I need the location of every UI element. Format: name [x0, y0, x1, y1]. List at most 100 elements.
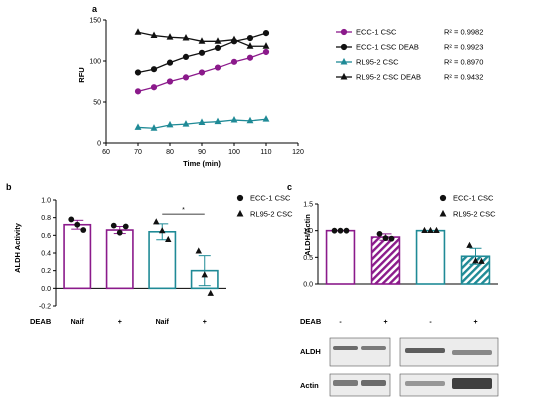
data-point [182, 74, 190, 81]
legend-r2: R² = 0.9982 [444, 28, 483, 37]
legend-label: ECC-1 CSC [250, 194, 291, 203]
replicate-point [110, 222, 117, 229]
data-point [198, 69, 206, 76]
y-tick-label: 0.8 [41, 215, 51, 222]
category-label: + [203, 319, 207, 326]
y-tick-label: 0.2 [41, 268, 51, 275]
data-point [214, 44, 222, 51]
y-tick-label: 0.0 [41, 286, 51, 293]
legend-r2: R² = 0.9432 [444, 73, 483, 82]
blot-band [452, 350, 492, 355]
data-point [198, 118, 206, 125]
data-point [134, 123, 142, 130]
blot-band [452, 378, 492, 389]
blot-label-aldh: ALDH [300, 347, 321, 356]
replicate-point [153, 218, 160, 225]
legend-marker [439, 194, 447, 202]
data-point [262, 115, 270, 122]
replicate-point [337, 227, 344, 234]
replicate-point [376, 230, 383, 237]
blot-band [405, 381, 445, 386]
replicate-point [388, 235, 395, 242]
panel-c-deab-label: DEAB [300, 317, 322, 326]
y-tick-label: 0.6 [41, 233, 51, 240]
replicate-point [74, 221, 81, 228]
y-tick-label: 1.0 [41, 198, 51, 205]
category-label: + [383, 319, 387, 326]
legend-marker [340, 72, 348, 80]
data-point [166, 59, 174, 66]
legend-label: RL95-2 CSC [250, 210, 293, 219]
panel-c-label: c [287, 182, 292, 192]
bar [105, 229, 134, 290]
legend-label: RL95-2 CSC DEAB [356, 73, 421, 82]
data-point [230, 35, 238, 43]
bar [148, 231, 177, 290]
panel-c: c ALDH/Actin DEAB 0.0 0.5 1.0 1.5 - + - + ECC-… [287, 182, 499, 397]
data-point [166, 33, 174, 40]
panel-b-ylabel: ALDH Activity [13, 222, 22, 273]
panel-a-legend: ECC-1 CSC R² = 0.9982 ECC-1 CSC DEAB R² = 0… [336, 28, 483, 82]
y-tick-label: 0.5 [303, 255, 313, 262]
legend-marker [439, 209, 447, 217]
data-point [230, 115, 238, 123]
legend-marker [340, 28, 348, 36]
panel-b-deab-label: DEAB [30, 317, 52, 326]
data-point [214, 37, 222, 44]
replicate-point [478, 257, 485, 264]
y-tick-label: 0.0 [303, 282, 313, 289]
western-blot: ALDH Actin [300, 337, 499, 397]
bar [63, 223, 92, 290]
replicate-point [472, 257, 479, 264]
replicate-point [382, 235, 389, 242]
x-tick-label: 110 [260, 149, 271, 156]
data-point [182, 53, 190, 61]
y-tick-label: 100 [89, 59, 101, 66]
replicate-point [207, 289, 214, 296]
x-tick-label: 60 [102, 149, 110, 156]
legend-marker [236, 209, 244, 217]
replicate-point [68, 216, 75, 223]
panel-b: b ALDH Activity DEAB -0.2 0.0 0.2 0.4 0.6 0.8… [6, 182, 293, 326]
legend-label: RL95-2 CSC [356, 58, 399, 67]
panel-b-marks: Naif + Naif + * [63, 207, 219, 326]
legend-label: ECC-1 CSC DEAB [356, 43, 419, 52]
x-tick-label: 100 [228, 149, 240, 156]
y-tick-label: 50 [93, 100, 101, 107]
replicate-point [165, 235, 172, 243]
replicate-point [331, 227, 338, 234]
category-label: - [429, 319, 432, 326]
data-point [262, 48, 270, 56]
data-point [214, 64, 222, 71]
panel-c-ylabel: ALDH/Actin [303, 214, 312, 256]
replicate-point [80, 227, 87, 233]
data-point [150, 84, 158, 91]
legend-label: ECC-1 CSC [356, 28, 397, 37]
y-tick-label: 150 [89, 18, 101, 25]
category-label: + [118, 319, 122, 326]
data-point [262, 42, 270, 49]
panel-a-xlabel: Time (min) [183, 159, 221, 168]
data-point [150, 124, 158, 131]
data-point [182, 33, 190, 41]
legend-r2: R² = 0.8970 [444, 58, 483, 67]
panel-a-marks [134, 28, 270, 131]
replicate-point [427, 226, 434, 233]
panel-a-label: a [92, 4, 98, 14]
legend-label: RL95-2 CSC [453, 210, 496, 219]
panel-c-marks: - + - + [325, 226, 491, 326]
y-tick-label: 0 [97, 141, 101, 148]
data-point [230, 58, 238, 65]
x-tick-label: 80 [166, 149, 174, 156]
significance-star: * [182, 207, 185, 214]
legend-marker [340, 57, 348, 65]
panel-a-ylabel: RFU [77, 67, 86, 82]
data-point [262, 30, 270, 37]
x-tick-label: 120 [292, 149, 304, 156]
data-point [246, 34, 254, 42]
data-point [246, 54, 254, 61]
data-point [134, 69, 142, 76]
blot-aldh-ecc1 [329, 337, 391, 367]
y-tick-label: 1.0 [303, 228, 313, 235]
